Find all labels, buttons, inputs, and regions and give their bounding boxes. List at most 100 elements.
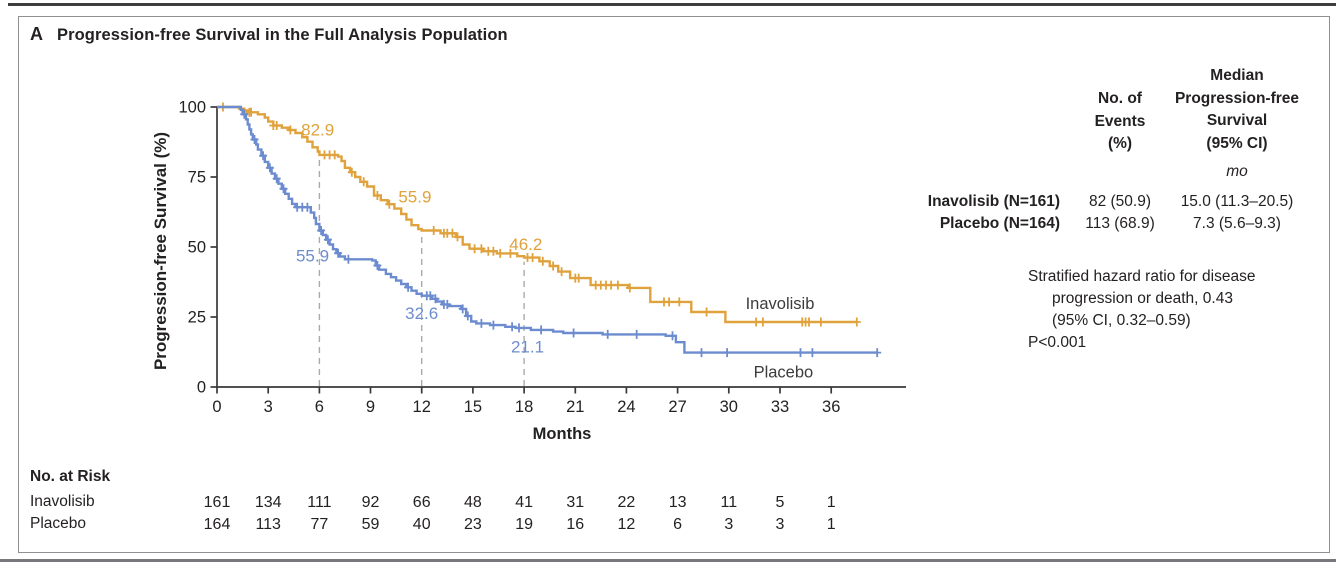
censor-mark [359,177,368,187]
censor-mark [373,261,382,270]
hazard-ratio-line3: (95% CI, 0.32–0.59) [1052,312,1191,329]
y-tick-label: 25 [188,309,206,327]
events-column-header: No. of Events (%) [1074,88,1166,156]
x-tick-label: 30 [720,398,738,416]
median-header-line4: (95% CI) [1206,134,1268,152]
censor-mark [603,329,612,339]
censor-mark [574,273,583,283]
censor-mark [477,244,486,254]
at-risk-value: 3 [724,516,733,533]
figure-title: Progression-free Survival in the Full An… [57,26,508,44]
censor-mark [240,109,249,119]
censor-mark [443,299,452,309]
at-risk-value: 16 [566,516,584,533]
at-risk-value: 161 [204,494,231,511]
landmark-value: 32.6 [405,304,438,323]
censor-mark [347,167,356,177]
censor-mark [272,174,281,184]
stats-row-median-placebo: 7.3 (5.6–9.3) [1193,215,1281,232]
censor-mark [528,253,537,263]
at-risk-value: 48 [464,494,482,511]
censor-mark [489,320,498,330]
censor-mark [458,304,467,314]
at-risk-value: 77 [311,516,329,533]
at-risk-value: 23 [464,516,482,533]
censor-mark [538,256,547,266]
censor-mark [702,307,711,317]
y-tick-label: 0 [197,379,206,397]
at-risk-value: 66 [413,494,431,511]
stats-row-label-inavolisib: Inavolisib (N=161) [927,193,1060,210]
x-axis-label: Months [532,425,592,443]
at-risk-title: No. at Risk [30,468,111,485]
x-tick-label: 15 [464,398,482,416]
km-curve-inavolisib [217,105,857,324]
x-tick-label: 0 [212,398,221,416]
censor-mark [317,226,326,235]
censor-mark [723,348,732,358]
hazard-ratio-note: Stratified hazard ratio for disease prog… [1028,266,1320,354]
at-risk-value: 113 [255,516,281,533]
bottom-rule [0,559,1336,562]
censor-mark [613,280,622,290]
censor-mark [816,317,825,327]
censor-mark [247,107,256,117]
censor-mark [852,317,861,327]
censor-mark [697,348,706,358]
at-risk-value: 41 [515,494,533,511]
y-tick-label: 100 [178,99,206,117]
censor-mark [259,151,268,161]
landmark-value: 55.9 [398,188,431,207]
censor-mark [463,311,472,321]
censor-mark [373,191,382,200]
panel-letter: A [30,24,43,44]
at-risk-value: 5 [776,494,785,511]
censor-mark [303,202,312,212]
censor-mark [323,235,332,245]
censor-mark [470,244,479,254]
x-tick-label: 9 [366,398,375,416]
x-tick-label: 24 [617,398,635,416]
at-risk-value: 134 [255,494,282,511]
censor-mark [808,348,817,358]
landmark-value: 55.9 [296,246,329,265]
censor-mark [489,246,498,256]
landmark-value: 46.2 [509,235,542,254]
censor-mark [675,297,684,307]
censor-mark [286,125,295,135]
x-tick-label: 12 [413,398,431,416]
censor-mark [569,328,578,338]
y-tick-label: 75 [188,169,206,187]
censor-mark [668,331,677,341]
at-risk-value: 92 [362,494,380,511]
censor-mark [805,317,813,327]
censor-mark [279,184,288,194]
stats-row-label-placebo: Placebo (N=164) [939,215,1060,232]
top-rule [8,3,1336,6]
at-risk-value: 22 [618,494,636,511]
at-risk-value: 6 [673,516,682,533]
events-header-line3: (%) [1107,135,1133,152]
at-risk-row-label-inavolisib: Inavolisib [30,493,95,510]
x-tick-label: 6 [315,398,324,416]
median-header-line2: Progression-free [1174,89,1300,107]
censor-mark [508,322,517,332]
events-header-line2: Events [1094,112,1146,130]
landmark-value: 82.9 [301,120,334,139]
censor-mark [344,254,353,264]
censor-mark [557,267,566,277]
median-header-line1: Median [1210,67,1264,84]
curve-label-inavolisib: Inavolisib [746,295,815,313]
stats-row-events-inavolisib: 82 (50.9) [1088,193,1152,210]
at-risk-value: 11 [720,494,737,511]
at-risk-value: 40 [413,516,431,533]
censor-mark [625,283,634,293]
p-value: P<0.001 [1028,334,1087,351]
at-risk-value: 12 [618,516,636,533]
hazard-ratio-line2: progression or death, 0.43 [1052,290,1233,307]
at-risk-value: 1 [827,494,836,511]
censor-mark [477,318,486,328]
at-risk-value: 59 [362,516,380,533]
